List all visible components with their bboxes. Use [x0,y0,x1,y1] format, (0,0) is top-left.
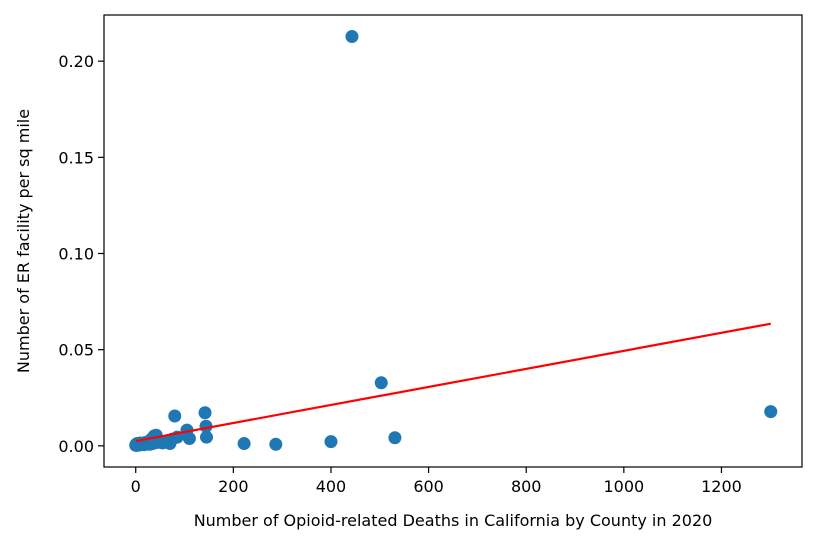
x-tick-label: 400 [316,477,347,496]
y-axis-label: Number of ER facility per sq mile [14,109,33,373]
x-tick-label: 800 [511,477,542,496]
y-tick-label: 0.05 [58,341,94,360]
x-axis-label: Number of Opioid-related Deaths in Calif… [194,511,713,530]
x-axis: 0 200 400 600 800 1000 1200 [131,467,742,496]
plot-content [129,30,778,452]
y-tick-label: 0.20 [58,52,94,71]
data-point [198,406,212,420]
data-point [168,409,182,423]
data-point [269,437,283,451]
data-point [764,405,778,419]
x-tick-label: 1200 [701,477,742,496]
x-tick-label: 0 [131,477,141,496]
y-tick-label: 0.10 [58,245,94,264]
y-axis: 0.00 0.05 0.10 0.15 0.20 [58,52,104,456]
trend-line [135,322,771,443]
plot-frame [103,14,803,468]
data-point [182,432,196,446]
data-point [324,435,338,449]
data-point [237,437,251,451]
data-point [345,30,359,44]
x-tick-label: 1000 [603,477,644,496]
x-tick-label: 200 [218,477,249,496]
data-point [388,431,402,445]
y-tick-label: 0.15 [58,148,94,167]
y-tick-label: 0.00 [58,437,94,456]
x-tick-label: 600 [413,477,444,496]
data-point [200,430,214,444]
data-point [374,376,388,390]
